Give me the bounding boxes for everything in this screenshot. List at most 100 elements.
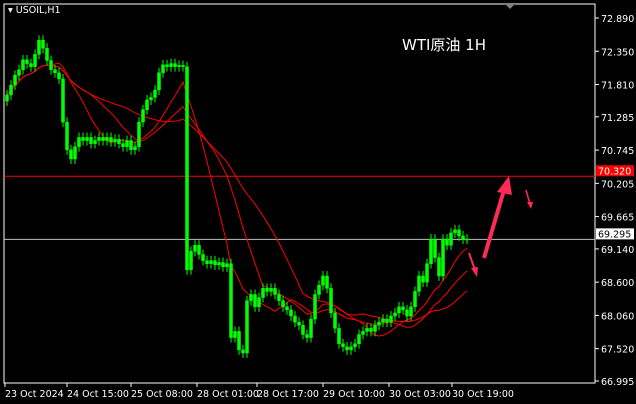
x-tick-label: 23 Oct 2024 xyxy=(5,389,64,400)
moving-average-line xyxy=(6,64,468,323)
chart-annotation: WTI原油 1H xyxy=(402,36,487,54)
candle-body xyxy=(121,143,125,147)
candle-body xyxy=(297,321,301,326)
candle-body xyxy=(17,69,21,76)
candle-body xyxy=(249,294,253,301)
price-level-badge xyxy=(596,228,634,240)
x-tick-label: 29 Oct 10:00 xyxy=(323,389,385,400)
candle-body xyxy=(333,312,337,329)
down-arrow-head xyxy=(471,267,478,277)
candle-body xyxy=(205,260,209,264)
candle-body xyxy=(393,312,397,317)
candle-body xyxy=(213,260,217,266)
candle-body xyxy=(229,263,233,338)
candle-body xyxy=(453,229,457,234)
candle-body xyxy=(97,137,101,141)
candle-body xyxy=(321,275,325,286)
y-tick-label: 68.060 xyxy=(601,311,634,322)
candle-body xyxy=(65,121,69,151)
candle-body xyxy=(109,137,113,143)
candle-body xyxy=(253,294,257,308)
candle-body xyxy=(37,39,41,55)
candle-body xyxy=(153,89,157,98)
candle-body xyxy=(181,65,185,67)
shift-marker-icon xyxy=(505,4,515,9)
candle-body xyxy=(77,137,81,147)
y-tick-label: 71.810 xyxy=(601,81,634,92)
candle-body xyxy=(385,318,389,323)
candle-body xyxy=(313,294,317,320)
candle-body xyxy=(169,63,173,67)
candle-body xyxy=(373,325,377,332)
candle-body xyxy=(157,72,161,91)
candle-body xyxy=(237,331,241,351)
price-level-label: 70.320 xyxy=(598,166,631,177)
candle-body xyxy=(361,331,365,335)
candle-body xyxy=(49,60,53,70)
candle-body xyxy=(345,346,349,351)
candle-body xyxy=(81,137,85,141)
candle-body xyxy=(281,300,285,308)
candle-body xyxy=(277,294,281,301)
y-tick-label: 69.665 xyxy=(601,213,634,224)
candle-body xyxy=(417,275,421,292)
x-tick-label: 28 Oct 17:00 xyxy=(257,389,319,400)
x-tick-label: 30 Oct 03:00 xyxy=(389,389,451,400)
candle-body xyxy=(353,343,357,348)
candle-body xyxy=(293,315,297,323)
candle-body xyxy=(201,254,205,261)
down-arrow-shaft xyxy=(468,252,476,271)
plot-frame xyxy=(3,3,596,384)
candle-body xyxy=(305,334,309,338)
candle-body xyxy=(193,244,197,252)
up-arrow-shaft xyxy=(482,189,506,259)
candle-body xyxy=(165,64,169,67)
candle-body xyxy=(365,328,369,332)
candle-body xyxy=(73,146,77,160)
candle-body xyxy=(401,306,405,311)
candle-body xyxy=(449,232,453,246)
candle-body xyxy=(57,72,61,80)
candle-body xyxy=(161,64,165,74)
candle-body xyxy=(409,306,413,317)
x-tick-label: 24 Oct 15:00 xyxy=(67,389,129,400)
price-level-badge xyxy=(596,165,634,177)
up-arrow-head xyxy=(497,176,512,195)
candle-body xyxy=(217,262,221,266)
y-tick-label: 72.890 xyxy=(601,14,634,25)
candle-body xyxy=(265,288,269,292)
candle-body xyxy=(429,238,433,264)
candle-body xyxy=(437,257,441,277)
x-tick-label: 30 Oct 19:00 xyxy=(452,389,514,400)
candle-body xyxy=(21,59,25,70)
candle-body xyxy=(261,288,265,298)
candle-body xyxy=(129,140,133,151)
candle-body xyxy=(33,54,37,67)
x-tick-label: 28 Oct 01:00 xyxy=(197,389,259,400)
candle-body xyxy=(285,306,289,311)
candle-body xyxy=(117,139,121,144)
candle-body xyxy=(273,288,277,295)
candle-body xyxy=(85,137,89,141)
candle-body xyxy=(113,139,117,143)
y-tick-label: 69.140 xyxy=(601,245,634,256)
symbol-label: ▾ USOIL,H1 xyxy=(8,5,61,16)
candle-body xyxy=(5,94,9,102)
y-tick-label: 68.600 xyxy=(601,278,634,289)
candle-body xyxy=(233,331,237,338)
candle-body xyxy=(93,140,97,144)
symbol-text: USOIL,H1 xyxy=(15,5,61,16)
candle-body xyxy=(461,235,465,240)
candle-body xyxy=(405,309,409,317)
candle-body xyxy=(173,63,177,67)
down-arrow-head xyxy=(527,202,533,209)
candle-body xyxy=(189,251,193,271)
y-tick-label: 66.995 xyxy=(601,377,634,388)
candle-body xyxy=(441,238,445,277)
candle-body xyxy=(9,84,13,96)
candle-body xyxy=(133,146,137,151)
candle-body xyxy=(317,284,321,295)
candle-body xyxy=(245,300,249,354)
